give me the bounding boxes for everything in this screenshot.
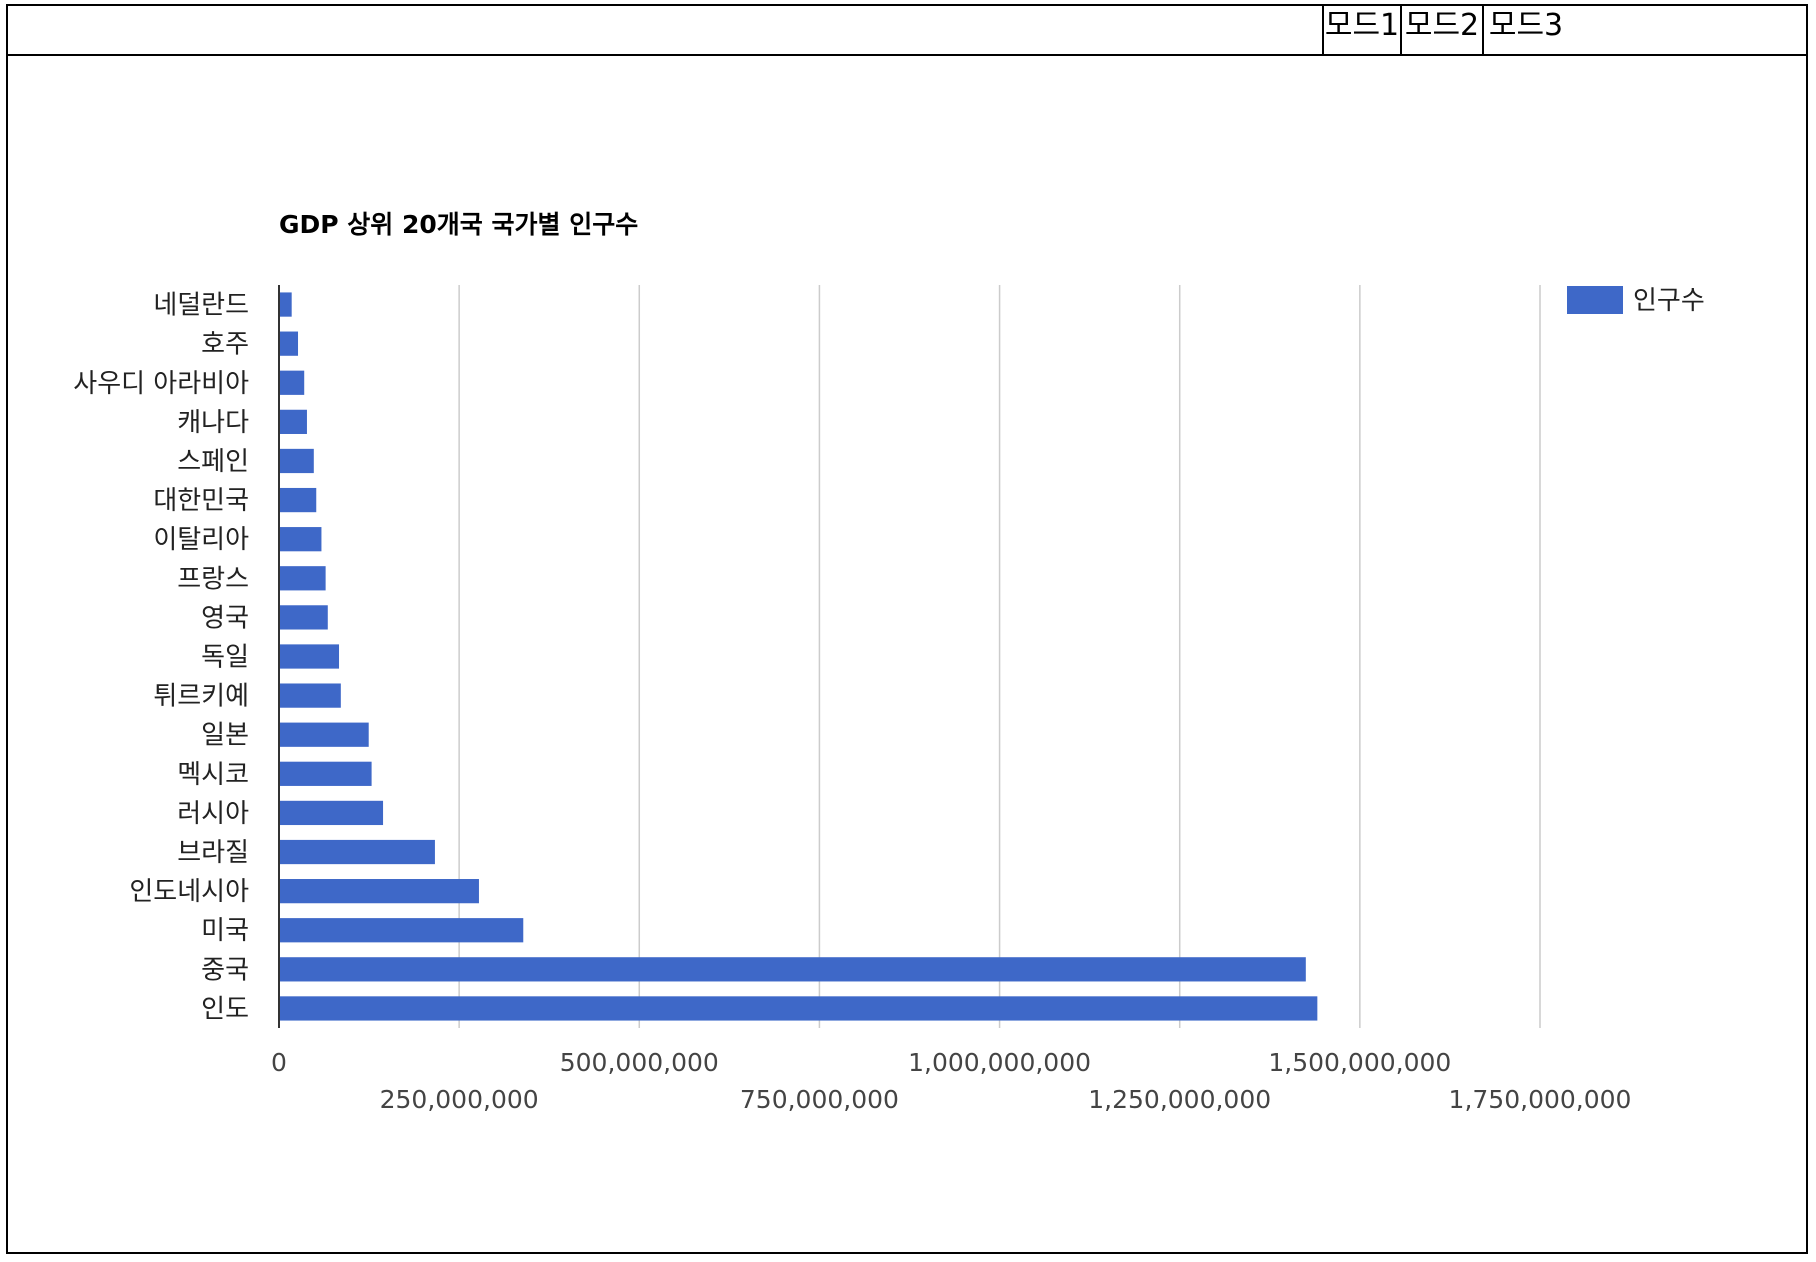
category-label: 캐나다 xyxy=(177,408,249,438)
legend: 인구수 xyxy=(1567,286,1705,316)
category-label: 대한민국 xyxy=(153,486,249,516)
bar xyxy=(279,957,1306,982)
category-label: 호주 xyxy=(201,330,249,360)
category-label: 인도 xyxy=(201,994,249,1024)
category-label: 러시아 xyxy=(177,799,249,829)
bar xyxy=(279,292,292,317)
category-label: 미국 xyxy=(201,916,249,946)
mode2-button[interactable]: 모드2 xyxy=(1400,6,1482,54)
category-label: 스페인 xyxy=(177,447,249,477)
x-tick-label: 250,000,000 xyxy=(380,1085,539,1114)
category-label: 일본 xyxy=(201,721,249,751)
bar xyxy=(279,918,524,943)
category-label: 이탈리아 xyxy=(153,525,249,555)
bar xyxy=(279,605,328,630)
bar xyxy=(279,996,1318,1021)
bar xyxy=(279,409,307,434)
category-label: 튀르키예 xyxy=(153,682,249,712)
mode3-button[interactable]: 모드3 xyxy=(1482,6,1568,54)
bar xyxy=(279,331,299,356)
category-label: 멕시코 xyxy=(177,760,249,790)
category-label: 영국 xyxy=(201,603,249,633)
category-label: 중국 xyxy=(201,955,249,985)
app-frame: 모드1 모드2 모드3 xyxy=(6,4,1808,1254)
bar xyxy=(279,683,341,708)
category-label: 브라질 xyxy=(177,838,249,868)
bar xyxy=(279,644,340,669)
bar xyxy=(279,487,317,513)
category-label: 프랑스 xyxy=(177,564,249,594)
x-tick-label: 1,250,000,000 xyxy=(1088,1085,1271,1114)
mode-toolbar: 모드1 모드2 모드3 xyxy=(8,6,1806,56)
category-label: 독일 xyxy=(201,643,249,673)
mode1-button[interactable]: 모드1 xyxy=(1322,6,1400,54)
bar xyxy=(279,370,305,395)
legend-swatch xyxy=(1567,286,1623,314)
x-tick-label: 500,000,000 xyxy=(560,1048,719,1077)
gridlines xyxy=(458,285,1541,1028)
x-tick-label: 0 xyxy=(271,1048,287,1077)
category-label: 네덜란드 xyxy=(153,291,249,321)
bar xyxy=(279,566,326,591)
x-tick-labels: 0 250,000,000 500,000,000 750,000,000 1,000,… xyxy=(271,1048,1631,1114)
bar xyxy=(279,722,369,747)
x-tick-label: 1,000,000,000 xyxy=(908,1048,1091,1077)
category-label: 사우디 아라비아 xyxy=(73,369,249,399)
bars xyxy=(279,292,1318,1021)
bar xyxy=(279,448,314,474)
bar xyxy=(279,839,435,865)
bar xyxy=(279,800,384,826)
chart-title: GDP 상위 20개국 국가별 인구수 xyxy=(279,210,638,239)
legend-label: 인구수 xyxy=(1633,286,1705,316)
bar xyxy=(279,527,322,552)
x-tick-label: 1,750,000,000 xyxy=(1449,1085,1632,1114)
bar xyxy=(279,879,479,904)
x-tick-label: 750,000,000 xyxy=(740,1085,899,1114)
x-tick-label: 1,500,000,000 xyxy=(1268,1048,1451,1077)
category-label: 인도네시아 xyxy=(129,877,249,907)
bar xyxy=(279,761,372,786)
